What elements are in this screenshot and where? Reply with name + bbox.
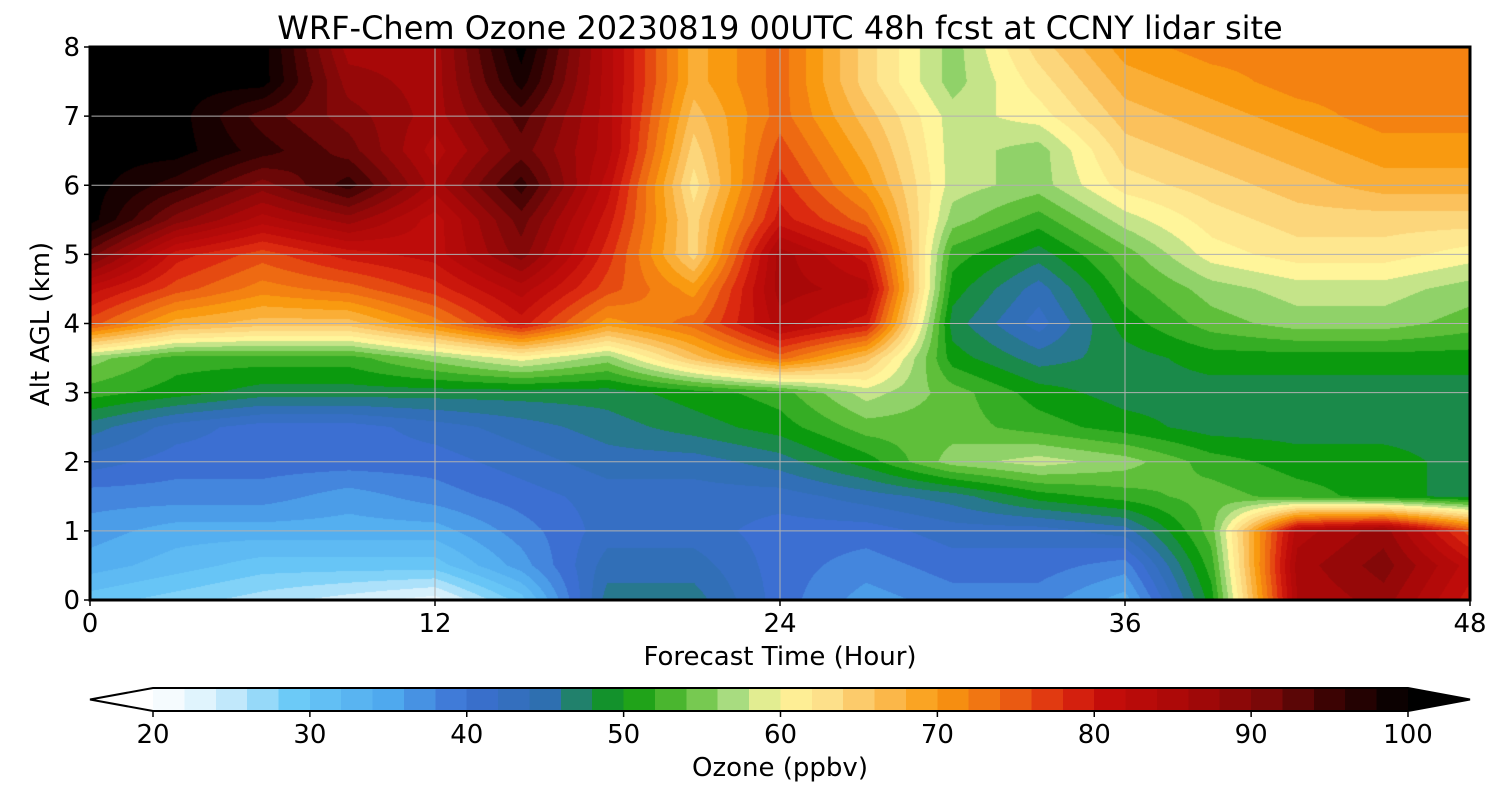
y-tick-label: 4: [63, 310, 80, 340]
y-axis: 0 1 2 3 4 5 6 7 8: [63, 33, 90, 616]
colorbar-tick-label: 60: [764, 720, 797, 750]
colorbar-extend-max: [1408, 688, 1470, 711]
x-tick-label: 36: [1108, 609, 1141, 639]
x-tick-label: 12: [418, 609, 451, 639]
y-tick-label: 2: [63, 448, 80, 478]
colorbar-tick-label: 20: [136, 720, 169, 750]
y-tick-label: 7: [63, 102, 80, 132]
colorbar-tick-label: 30: [293, 720, 326, 750]
colorbar-tick-label: 100: [1383, 720, 1433, 750]
colorbar-tick-label: 40: [450, 720, 483, 750]
colorbar-ticks: 20 30 40 50 60 70 80 90 100: [136, 711, 1433, 750]
x-tick-label: 24: [763, 609, 796, 639]
colorbar-tick-label: 90: [1235, 720, 1268, 750]
y-axis-label: Alt AGL (km): [26, 242, 56, 406]
colorbar-tick-label: 70: [921, 720, 954, 750]
colorbar-extend-min: [90, 688, 153, 711]
x-tick-label: 0: [82, 609, 99, 639]
chart-title: WRF-Chem Ozone 20230819 00UTC 48h fcst a…: [277, 9, 1282, 47]
y-tick-label: 1: [63, 517, 80, 547]
colorbar-gradient: [153, 688, 1408, 711]
colorbar-label: Ozone (ppbv): [692, 753, 868, 783]
y-tick-label: 8: [63, 33, 80, 63]
colorbar: 20 30 40 50 60 70 80 90 100 Ozone (ppbv): [89, 687, 1471, 783]
x-axis-label: Forecast Time (Hour): [643, 642, 916, 672]
plot-area: [88, 45, 1472, 602]
y-tick-label: 0: [63, 586, 80, 616]
colorbar-tick-label: 50: [607, 720, 640, 750]
colorbar-tick-label: 80: [1078, 720, 1111, 750]
y-tick-label: 6: [63, 171, 80, 201]
y-tick-label: 3: [63, 379, 80, 409]
x-tick-label: 48: [1453, 609, 1486, 639]
x-axis: 0 12 24 36 48: [82, 600, 1487, 639]
y-tick-label: 5: [63, 240, 80, 270]
